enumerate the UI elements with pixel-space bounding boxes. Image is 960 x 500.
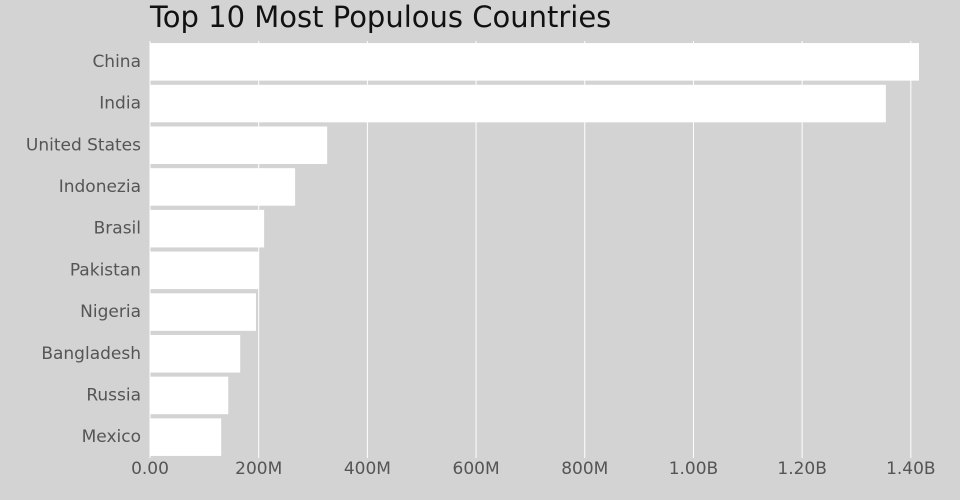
bar xyxy=(150,126,328,165)
bar xyxy=(150,84,886,123)
bar xyxy=(150,168,296,206)
y-tick-label: Indonezia xyxy=(59,177,141,197)
bar xyxy=(150,418,222,456)
bar xyxy=(150,251,259,290)
y-tick-label: United States xyxy=(26,135,141,155)
x-tick-label: 0.00 xyxy=(131,459,169,479)
y-tick-label: India xyxy=(99,94,141,114)
bar xyxy=(150,209,265,248)
y-tick-label: China xyxy=(92,52,141,72)
x-tick-label: 600M xyxy=(453,459,500,479)
x-tick-label: 1.40B xyxy=(886,459,936,479)
x-tick-label: 200M xyxy=(235,459,282,479)
x-tick-label: 800M xyxy=(561,459,608,479)
y-tick-label: Pakistan xyxy=(70,260,141,280)
bar xyxy=(150,376,229,415)
chart-title: Top 10 Most Populous Countries xyxy=(149,0,611,34)
x-tick-label: 1.20B xyxy=(777,459,827,479)
y-tick-label: Mexico xyxy=(82,427,141,447)
y-tick-label: Nigeria xyxy=(80,302,141,322)
y-tick-label: Brasil xyxy=(94,219,141,239)
bar xyxy=(150,334,241,373)
y-tick-label: Bangladesh xyxy=(41,344,141,364)
x-tick-label: 400M xyxy=(344,459,391,479)
bar xyxy=(150,43,919,81)
bar xyxy=(150,293,256,331)
y-tick-label: Russia xyxy=(86,385,141,405)
x-tick-label: 1.00B xyxy=(669,459,719,479)
